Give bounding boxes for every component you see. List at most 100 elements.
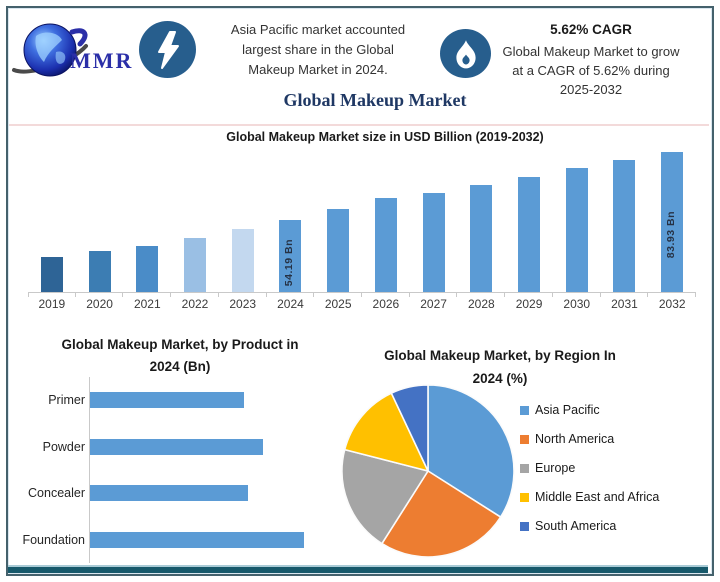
bar-2019 [40, 257, 63, 292]
product-bar-foundation [90, 531, 304, 548]
bar-value-label-2024: 54.19 Bn [283, 238, 296, 286]
legend-marker-icon [520, 405, 529, 415]
legend-marker-icon [520, 463, 529, 473]
legend-label: South America [535, 519, 617, 533]
bar-column-2025 [314, 150, 362, 297]
legend-marker-icon [520, 521, 529, 531]
bar-column-2020 [76, 150, 124, 297]
product-bar-concealer [90, 485, 248, 502]
x-axis-label-2032: 2032 [658, 297, 686, 311]
bar-column-2028 [457, 150, 505, 297]
outer-frame [6, 6, 714, 576]
region-pie-svg [341, 384, 515, 558]
x-axis-label-2028: 2028 [467, 297, 495, 311]
legend-label: Asia Pacific [535, 403, 600, 417]
bar-2027 [422, 193, 445, 292]
bar-column-2027 [410, 150, 458, 297]
bar-column-2021 [123, 150, 171, 297]
bar-2029 [518, 177, 541, 292]
product-label-powder: Powder [42, 439, 85, 454]
cagr-title: 5.62% CAGR [550, 22, 632, 37]
region-chart-title-line: 2024 (%) [472, 371, 528, 386]
bar-column-2019 [28, 150, 76, 297]
pie-slice-south-america [390, 384, 429, 472]
cagr-line: Global Makeup Market to grow [502, 44, 680, 59]
bar-2022 [184, 238, 207, 292]
legend-item-europe: Europe [520, 460, 659, 476]
bar-2026 [374, 198, 397, 292]
x-axis-label-2031: 2031 [611, 297, 638, 311]
cagr-line: 2025-2032 [559, 82, 623, 97]
lightning-badge [139, 21, 196, 78]
x-axis-label-2023: 2023 [229, 297, 257, 311]
x-axis-label-2026: 2026 [372, 297, 400, 311]
product-chart-title: Global Makeup Market, by Product in 2024… [20, 334, 340, 378]
market-size-chart-title: Global Makeup Market size in USD Billion… [226, 130, 544, 144]
x-axis-label-2025: 2025 [324, 297, 352, 311]
product-row-foundation: Foundation [20, 517, 340, 564]
cagr-callout: 5.62% CAGR Global Makeup Market to grow … [478, 22, 704, 99]
market-size-bar-chart: 54.19 Bn 83.93 Bn [28, 150, 696, 297]
bar-2028 [470, 185, 493, 292]
x-axis-label-2027: 2027 [420, 297, 447, 311]
legend-marker-icon [520, 492, 529, 502]
mmr-logo: MMR [10, 12, 160, 78]
header-highlight-text: Asia Pacific market accounted largest sh… [212, 20, 424, 80]
x-axis-label-2021: 2021 [133, 297, 161, 311]
bar-2021 [136, 246, 159, 292]
bar-2023 [231, 229, 254, 292]
cagr-line: at a CAGR of 5.62% during [512, 63, 670, 78]
bar-2030 [565, 168, 588, 292]
legend-item-middle-east-and-africa: Middle East and Africa [520, 489, 659, 505]
page-title: Global Makeup Market [283, 90, 467, 110]
bar-column-2022 [171, 150, 219, 297]
pie-slice-europe [341, 448, 429, 545]
bar-column-2030 [553, 150, 601, 297]
bar-column-2024: 54.19 Bn [267, 150, 315, 297]
flame-icon [455, 39, 476, 68]
product-chart-title-line: Global Makeup Market, by Product in [61, 337, 299, 352]
flame-badge [440, 29, 491, 78]
bar-column-2031 [601, 150, 649, 297]
bottom-accent-line [8, 565, 708, 567]
x-axis-label-2030: 2030 [563, 297, 591, 311]
region-chart-title-line: Global Makeup Market, by Region In [384, 348, 616, 363]
bar-value-label-2032: 83.93 Bn [665, 210, 678, 258]
region-chart-title: Global Makeup Market, by Region In 2024 … [350, 344, 650, 390]
bar-2032 [661, 152, 684, 292]
bottom-teal-bar [8, 567, 708, 573]
product-label-foundation: Foundation [22, 532, 85, 547]
legend-item-south-america: South America [520, 518, 659, 534]
x-axis-label-2024: 2024 [277, 297, 304, 311]
bar-2031 [613, 160, 636, 292]
bar-2024 [279, 220, 302, 292]
product-chart-title-line: 2024 (Bn) [149, 359, 211, 374]
globe-logo-icon [12, 23, 88, 77]
legend-item-asia-pacific: Asia Pacific [520, 402, 659, 418]
header-divider [9, 124, 709, 126]
product-label-concealer: Concealer [28, 486, 85, 501]
product-bar-primer [90, 392, 244, 409]
lightning-icon [157, 30, 179, 69]
highlight-line: Makeup Market in 2024. [248, 62, 388, 77]
product-bar-chart: Primer Powder Concealer Foundation [20, 377, 340, 563]
product-chart-axis-line [89, 377, 90, 563]
bar-column-2026 [362, 150, 410, 297]
legend-item-north-america: North America [520, 431, 659, 447]
bar-2020 [88, 251, 111, 292]
pie-slice-north-america [381, 470, 502, 558]
product-row-concealer: Concealer [20, 470, 340, 517]
pie-slice-middle-east-and-africa [343, 392, 429, 472]
x-axis-label-2020: 2020 [86, 297, 113, 311]
legend-label: Middle East and Africa [535, 490, 660, 504]
market-size-x-axis-labels: 2019 2020 2021 2022 2023 2024 2025 2026 2027 2028… [28, 297, 696, 311]
product-bar-powder [90, 438, 263, 455]
highlight-line: Asia Pacific market accounted [230, 22, 406, 37]
highlight-line: largest share in the Global [242, 42, 394, 57]
legend-label: North America [535, 432, 615, 446]
x-axis-label-2019: 2019 [38, 297, 66, 311]
product-label-primer: Primer [48, 393, 85, 408]
legend-label: Europe [535, 461, 576, 475]
region-pie-chart [338, 381, 518, 561]
